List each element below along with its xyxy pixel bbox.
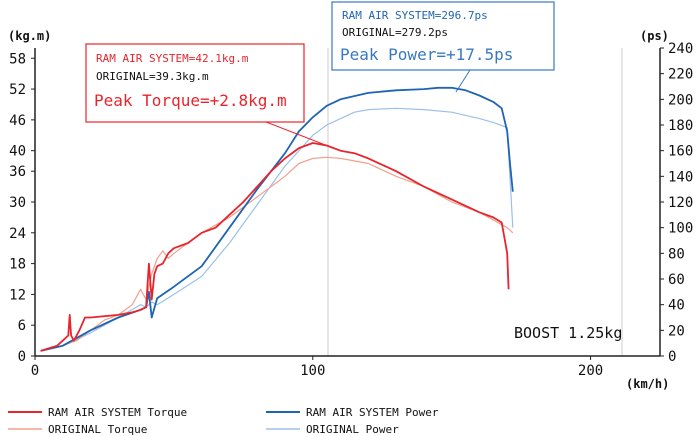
series-line-ram-air-system-power [40, 86, 514, 352]
left-tick-label: 40 [9, 144, 26, 160]
left-tick-label: 36 [9, 164, 26, 180]
x-tick-label: 100 [300, 363, 325, 379]
left-tick-label: 46 [9, 113, 26, 129]
right-tick-label: 220 [668, 67, 693, 83]
x-tick-label: 0 [31, 363, 39, 379]
right-tick-label: 0 [668, 349, 676, 365]
power-annotation-ram: RAM AIR SYSTEM=296.7ps [342, 9, 488, 22]
right-tick-label: 160 [668, 144, 693, 160]
series-layer [40, 86, 514, 352]
power-annotation-box [331, 1, 555, 71]
torque-annotation: RAM AIR SYSTEM=42.1kg.m ORIGINAL=39.3kg.… [85, 43, 305, 123]
x-axis-ticks: 0 100 200 [31, 356, 603, 379]
left-tick-label: 52 [9, 82, 26, 98]
power-annotation-original: ORIGINAL=279.2ps [342, 26, 448, 39]
right-tick-label: 60 [668, 272, 685, 288]
torque-annotation-ram: RAM AIR SYSTEM=42.1kg.m [96, 52, 249, 65]
series-line-original-power [40, 107, 514, 352]
left-tick-label: 12 [9, 287, 26, 303]
boost-label: BOOST 1.25kg [514, 324, 622, 342]
legend-label-ram-power: RAM AIR SYSTEM Power [306, 406, 439, 419]
left-tick-label: 58 [9, 51, 26, 67]
y-right-unit-label: (ps) [640, 29, 669, 43]
x-unit-label: (km/h) [626, 377, 669, 391]
right-tick-label: 40 [668, 298, 685, 314]
left-tick-label: 24 [9, 226, 26, 242]
right-tick-label: 200 [668, 92, 693, 108]
power-annotation-peak: Peak Power=+17.5ps [340, 45, 513, 64]
right-axis-ticks: 0 20 40 60 80 100 120 140 160 180 200 220 240 [660, 41, 693, 365]
right-tick-label: 240 [668, 41, 693, 57]
series-line-ram-air-system-torque [40, 142, 510, 352]
right-tick-label: 100 [668, 221, 693, 237]
x-tick-label: 200 [578, 363, 603, 379]
y-left-unit-label: (kg.m) [8, 29, 51, 43]
torque-annotation-original: ORIGINAL=39.3kg.m [96, 70, 209, 83]
right-tick-label: 180 [668, 118, 693, 134]
left-tick-label: 18 [9, 257, 26, 273]
left-tick-label: 6 [18, 318, 26, 334]
left-tick-label: 0 [18, 349, 26, 365]
legend: RAM AIR SYSTEM Torque ORIGINAL Torque RA… [8, 406, 439, 436]
legend-label-original-power: ORIGINAL Power [306, 423, 399, 436]
right-tick-label: 120 [668, 195, 693, 211]
torque-annotation-peak: Peak Torque=+2.8kg.m [94, 91, 287, 110]
left-axis-ticks: 0 6 12 18 24 30 36 40 46 52 58 [9, 51, 35, 365]
right-tick-label: 140 [668, 169, 693, 185]
power-annotation: RAM AIR SYSTEM=296.7ps ORIGINAL=279.2ps … [331, 1, 555, 71]
legend-label-original-torque: ORIGINAL Torque [48, 423, 147, 436]
left-tick-label: 30 [9, 195, 26, 211]
right-tick-label: 20 [668, 323, 685, 339]
torque-annotation-box [85, 43, 305, 123]
right-tick-label: 80 [668, 246, 685, 262]
power-callout-line [455, 69, 471, 93]
legend-label-ram-torque: RAM AIR SYSTEM Torque [48, 406, 187, 419]
